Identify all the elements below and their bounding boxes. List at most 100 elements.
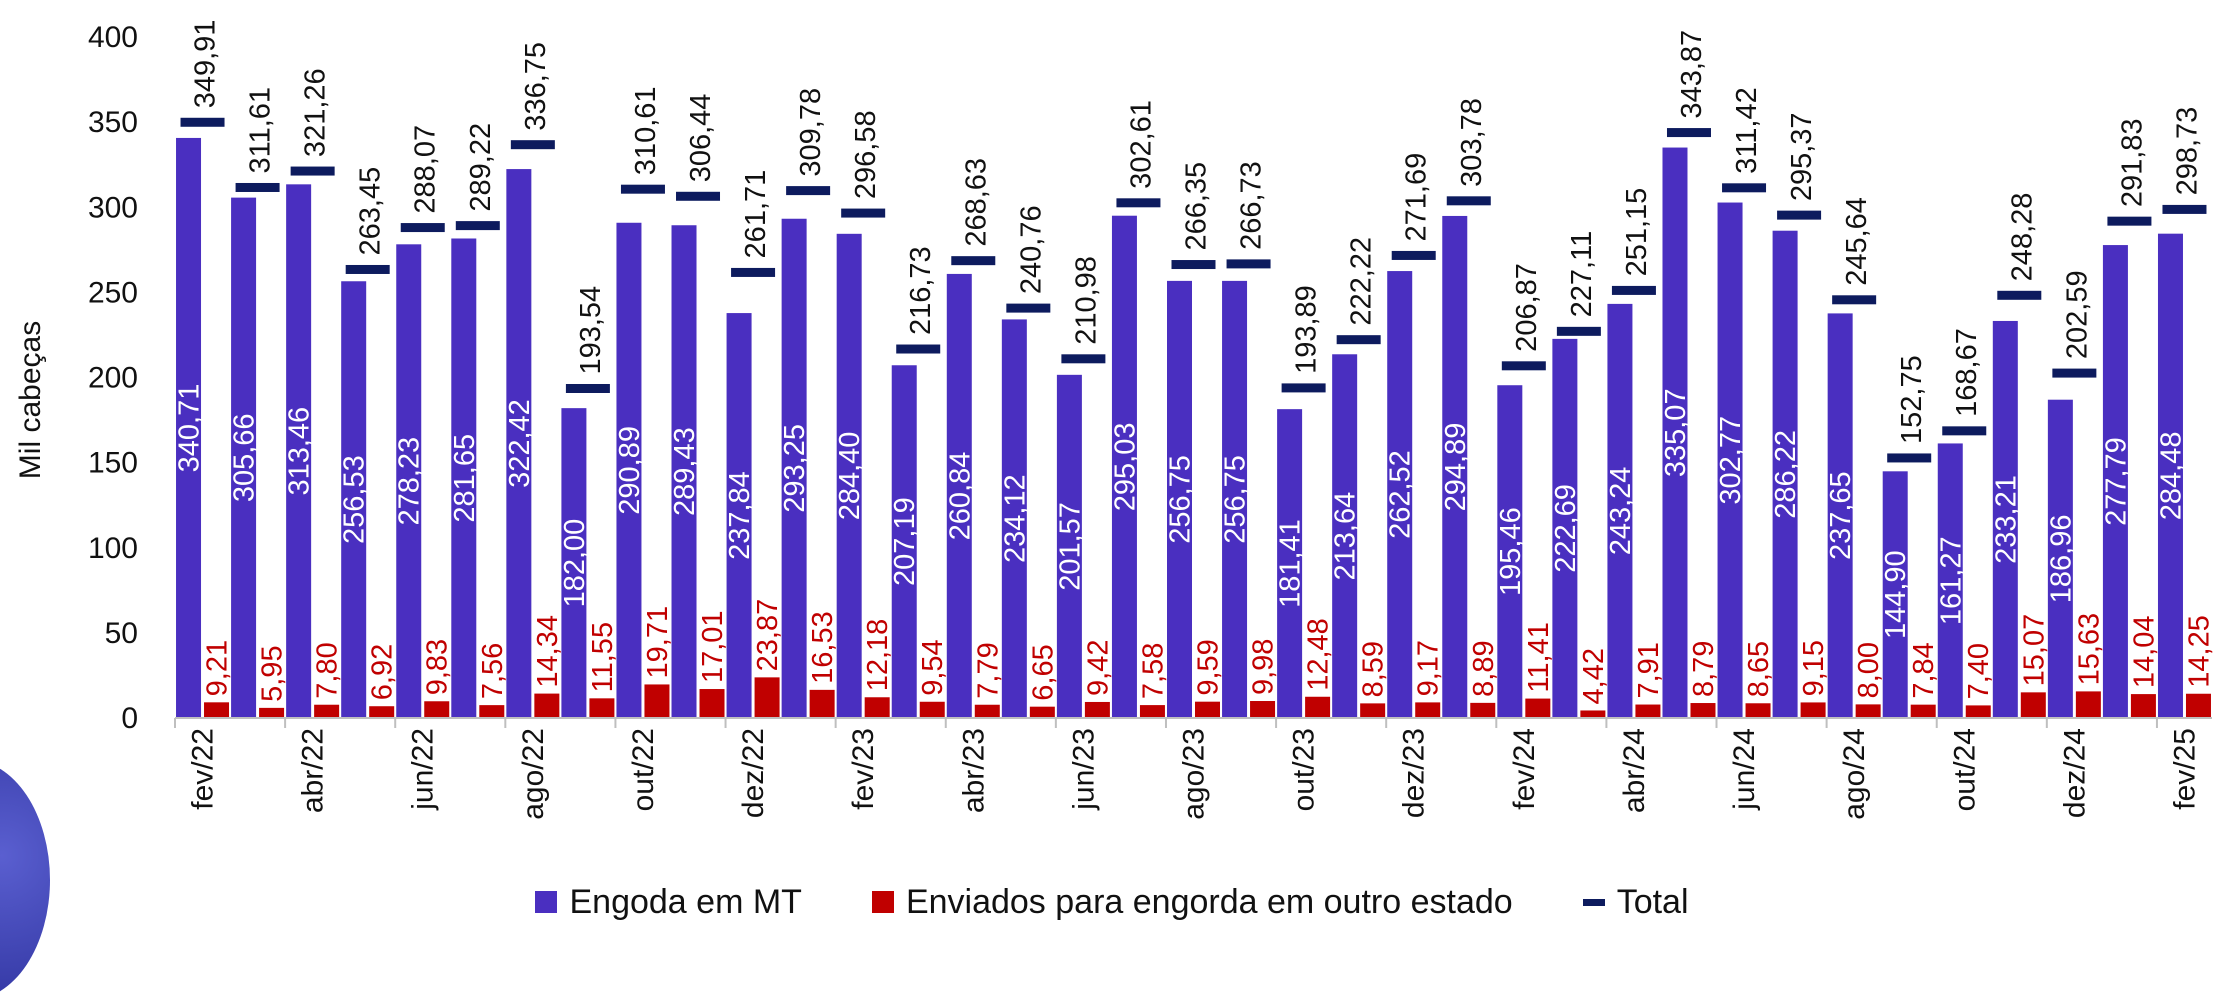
bar-engoda-mt[interactable] xyxy=(506,169,532,718)
bar-engoda-mt[interactable] xyxy=(781,218,807,718)
total-marker[interactable] xyxy=(1171,260,1216,270)
total-marker[interactable] xyxy=(1887,453,1932,463)
bar-enviados[interactable] xyxy=(369,706,395,718)
total-marker[interactable] xyxy=(2162,204,2207,214)
total-marker[interactable] xyxy=(1061,354,1106,364)
bar-engoda-mt[interactable] xyxy=(1882,471,1908,718)
bar-engoda-mt[interactable] xyxy=(671,225,697,718)
total-marker[interactable] xyxy=(1832,295,1877,305)
bar-engoda-mt[interactable] xyxy=(396,244,422,719)
bar-enviados[interactable] xyxy=(1360,703,1386,718)
bar-engoda-mt[interactable] xyxy=(1332,354,1358,718)
bar-enviados[interactable] xyxy=(1635,704,1661,718)
bar-enviados[interactable] xyxy=(1139,705,1165,718)
bar-engoda-mt[interactable] xyxy=(1827,313,1853,718)
bar-engoda-mt[interactable] xyxy=(341,281,367,718)
bar-enviados[interactable] xyxy=(2130,694,2156,718)
total-marker[interactable] xyxy=(290,166,335,176)
legend-item-enviados[interactable]: Enviados para engorda em outro estado xyxy=(871,883,1513,922)
total-marker[interactable] xyxy=(620,184,665,194)
total-marker[interactable] xyxy=(1556,326,1601,336)
total-marker[interactable] xyxy=(1942,426,1987,436)
total-marker[interactable] xyxy=(235,182,280,192)
total-marker[interactable] xyxy=(1777,210,1822,220)
bar-engoda-mt[interactable] xyxy=(1277,409,1303,718)
total-marker[interactable] xyxy=(841,208,886,218)
total-marker[interactable] xyxy=(1501,361,1546,371)
total-marker[interactable] xyxy=(1336,335,1381,345)
bar-enviados[interactable] xyxy=(589,698,615,718)
total-marker[interactable] xyxy=(731,267,776,277)
bar-engoda-mt[interactable] xyxy=(1607,303,1633,718)
bar-enviados[interactable] xyxy=(699,689,725,718)
bar-engoda-mt[interactable] xyxy=(1442,215,1468,718)
bar-enviados[interactable] xyxy=(754,677,780,718)
bar-engoda-mt[interactable] xyxy=(1222,280,1248,718)
total-marker[interactable] xyxy=(1281,383,1326,393)
bar-enviados[interactable] xyxy=(204,702,230,718)
bar-engoda-mt[interactable] xyxy=(836,233,862,718)
bar-engoda-mt[interactable] xyxy=(1662,147,1688,718)
bar-enviados[interactable] xyxy=(1580,710,1606,718)
bar-enviados[interactable] xyxy=(1910,704,1936,718)
bar-enviados[interactable] xyxy=(864,697,890,718)
bar-engoda-mt[interactable] xyxy=(1552,338,1578,718)
legend-item-engoda[interactable]: Engoda em MT xyxy=(535,883,802,922)
bar-enviados[interactable] xyxy=(314,704,340,718)
bar-engoda-mt[interactable] xyxy=(2157,233,2183,719)
bar-enviados[interactable] xyxy=(644,684,670,718)
bar-enviados[interactable] xyxy=(1525,698,1551,718)
total-marker[interactable] xyxy=(1006,303,1051,313)
total-marker[interactable] xyxy=(455,221,500,231)
total-marker[interactable] xyxy=(1391,250,1436,260)
total-marker[interactable] xyxy=(345,264,390,274)
bar-enviados[interactable] xyxy=(1250,701,1276,718)
bar-engoda-mt[interactable] xyxy=(1717,202,1743,719)
total-marker[interactable] xyxy=(1611,285,1656,295)
total-marker[interactable] xyxy=(2107,216,2152,226)
total-marker[interactable] xyxy=(1116,198,1161,208)
bar-enviados[interactable] xyxy=(1690,703,1716,718)
bar-enviados[interactable] xyxy=(479,705,505,718)
bar-enviados[interactable] xyxy=(1855,704,1881,718)
bar-engoda-mt[interactable] xyxy=(1167,280,1192,718)
total-marker[interactable] xyxy=(896,344,941,354)
bar-engoda-mt[interactable] xyxy=(891,365,917,718)
total-marker[interactable] xyxy=(1226,259,1271,269)
total-marker[interactable] xyxy=(786,186,831,196)
bar-enviados[interactable] xyxy=(2020,692,2046,718)
bar-enviados[interactable] xyxy=(1745,703,1771,718)
bar-engoda-mt[interactable] xyxy=(2047,399,2073,718)
total-marker[interactable] xyxy=(1722,183,1767,193)
bar-engoda-mt[interactable] xyxy=(451,238,477,718)
bar-engoda-mt[interactable] xyxy=(231,197,257,719)
bar-enviados[interactable] xyxy=(1800,702,1826,718)
bar-enviados[interactable] xyxy=(259,707,285,718)
legend-item-total[interactable]: Total xyxy=(1582,883,1689,922)
bar-enviados[interactable] xyxy=(1195,701,1220,718)
bar-enviados[interactable] xyxy=(424,701,450,718)
bar-enviados[interactable] xyxy=(1965,705,1991,718)
bar-enviados[interactable] xyxy=(1415,702,1441,718)
total-marker[interactable] xyxy=(2052,368,2097,378)
bar-engoda-mt[interactable] xyxy=(946,273,972,718)
bar-engoda-mt[interactable] xyxy=(2102,245,2128,718)
total-marker[interactable] xyxy=(1446,196,1491,206)
bar-enviados[interactable] xyxy=(1305,696,1331,718)
bar-engoda-mt[interactable] xyxy=(1992,320,2018,718)
total-marker[interactable] xyxy=(1666,128,1711,138)
bar-enviados[interactable] xyxy=(1470,702,1496,718)
bar-enviados[interactable] xyxy=(919,701,945,718)
bar-enviados[interactable] xyxy=(1084,701,1110,718)
bar-enviados[interactable] xyxy=(809,689,835,718)
bar-engoda-mt[interactable] xyxy=(616,222,642,719)
bar-engoda-mt[interactable] xyxy=(1001,319,1027,718)
bar-engoda-mt[interactable] xyxy=(1772,230,1798,718)
bar-engoda-mt[interactable] xyxy=(1111,215,1137,718)
bar-engoda-mt[interactable] xyxy=(561,408,587,718)
total-marker[interactable] xyxy=(1997,290,2042,300)
total-marker[interactable] xyxy=(676,191,721,201)
bar-enviados[interactable] xyxy=(1029,706,1055,718)
bar-engoda-mt[interactable] xyxy=(176,137,202,718)
bar-enviados[interactable] xyxy=(534,693,560,718)
